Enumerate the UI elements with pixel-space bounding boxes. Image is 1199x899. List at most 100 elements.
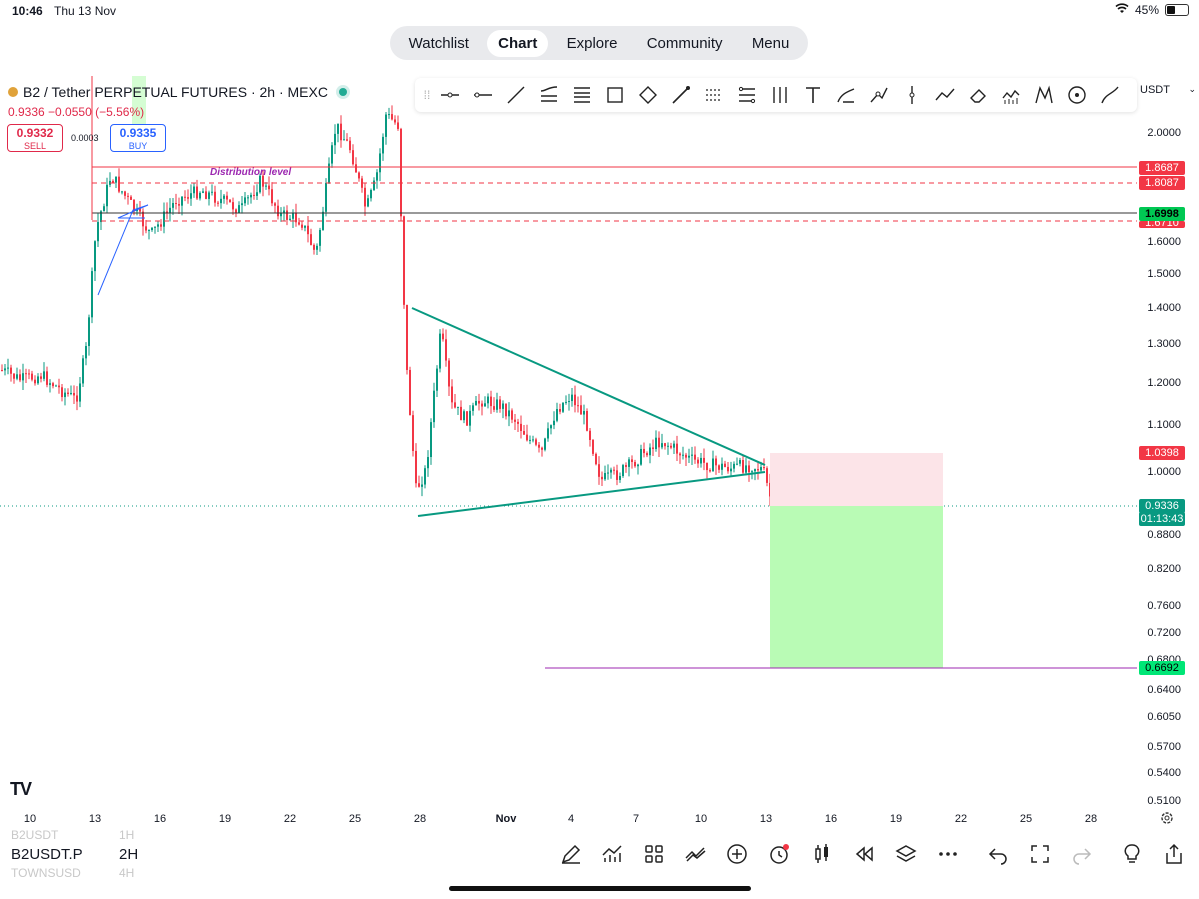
eraser-icon[interactable]: [961, 80, 994, 110]
date-tick: 16: [153, 813, 167, 825]
triangle-lower-line: [417, 471, 766, 517]
settings-gear-icon[interactable]: [1160, 811, 1174, 830]
candle-body: [289, 218, 291, 220]
arrow-icon[interactable]: [664, 80, 697, 110]
candle-body: [628, 459, 630, 467]
candle-body: [220, 198, 222, 204]
symbol-header[interactable]: B2 / Tether PERPETUAL FUTURES · 2h · MEX…: [8, 84, 347, 100]
pen-icon[interactable]: [559, 842, 585, 868]
candle-body: [259, 175, 261, 193]
candle-body: [316, 245, 318, 250]
tab-watchlist[interactable]: Watchlist: [408, 34, 469, 52]
tab-chart[interactable]: Chart: [487, 29, 549, 57]
parallel-channel-icon[interactable]: [565, 80, 598, 110]
candle-body: [400, 128, 402, 217]
price-tick: 0.6050: [1147, 711, 1181, 723]
tab-community[interactable]: Community: [646, 34, 723, 52]
curve-icon[interactable]: [1093, 80, 1126, 110]
rectangle-icon[interactable]: [598, 80, 631, 110]
candle-body: [736, 463, 738, 465]
fullscreen-icon[interactable]: [1028, 842, 1054, 868]
pitchfork-icon[interactable]: [697, 80, 730, 110]
vertical-line-icon[interactable]: [895, 80, 928, 110]
candle-body: [58, 385, 60, 388]
candle-body: [211, 191, 213, 193]
indicators-icon[interactable]: [600, 842, 626, 868]
candle-body: [310, 234, 312, 245]
candle-body: [676, 443, 678, 454]
date-tick: 10: [23, 813, 37, 825]
text-icon[interactable]: [796, 80, 829, 110]
templates-icon[interactable]: [642, 842, 668, 868]
candle-body: [646, 453, 648, 456]
buy-button[interactable]: 0.9335 BUY: [110, 124, 166, 152]
candle-body: [10, 367, 12, 374]
compare-icon[interactable]: [684, 842, 710, 868]
ellipse-icon[interactable]: [631, 80, 664, 110]
candle-body: [235, 209, 237, 214]
sell-button[interactable]: 0.9332 SELL: [7, 124, 63, 152]
candle-body: [250, 194, 252, 198]
candle-body: [97, 222, 99, 242]
candle-body: [586, 411, 588, 431]
price-label: 1.8687: [1139, 161, 1185, 175]
xabcd-icon[interactable]: [1027, 80, 1060, 110]
candle-body: [466, 411, 468, 426]
tab-explore[interactable]: Explore: [566, 34, 618, 52]
symbol-selector[interactable]: B2USDT.P: [11, 846, 83, 863]
tradingview-logo-icon: TV: [10, 779, 32, 799]
candle-body: [715, 458, 717, 466]
candle-body: [175, 203, 177, 205]
long-position-icon[interactable]: [763, 80, 796, 110]
ideas-icon[interactable]: [1120, 842, 1146, 868]
candle-body: [319, 229, 321, 246]
candle-body: [106, 184, 108, 207]
drag-handle-icon[interactable]: ⁞⁞: [423, 88, 431, 102]
horizontal-line-icon[interactable]: [466, 80, 499, 110]
price-tick: 1.5000: [1147, 268, 1181, 280]
redo-icon[interactable]: [1070, 842, 1096, 868]
share-icon[interactable]: [1162, 842, 1188, 868]
currency-selector[interactable]: USDT ⌄: [1140, 84, 1196, 96]
candle-body: [358, 172, 360, 179]
circle-icon[interactable]: [1060, 80, 1093, 110]
take-profit-zone: [770, 506, 943, 668]
coin-icon: [8, 87, 18, 97]
fib-retracement-icon[interactable]: [532, 80, 565, 110]
undo-icon[interactable]: [986, 842, 1012, 868]
replay-icon[interactable]: [852, 842, 878, 868]
interval-selector[interactable]: 2H: [119, 846, 139, 863]
brush-icon[interactable]: [829, 80, 862, 110]
candles-icon[interactable]: [810, 842, 836, 868]
candle-body: [694, 454, 696, 460]
candle-body: [538, 444, 540, 448]
candle-body: [556, 409, 558, 421]
trend-line-icon[interactable]: [499, 80, 532, 110]
candle-body: [355, 164, 357, 173]
candle-body: [394, 119, 396, 123]
date-range-icon[interactable]: [730, 80, 763, 110]
candle-body: [280, 212, 282, 217]
candle-body: [484, 403, 486, 407]
candle-body: [745, 465, 747, 473]
candle-body: [667, 445, 669, 447]
candle-body: [643, 448, 645, 454]
candle-body: [46, 371, 48, 385]
candle-body: [187, 197, 189, 199]
horizontal-ray-icon[interactable]: [433, 80, 466, 110]
candle-body: [133, 199, 135, 212]
candle-body: [529, 439, 531, 441]
more-icon[interactable]: [936, 842, 962, 868]
date-tick: 4: [567, 813, 575, 825]
layers-icon[interactable]: [894, 842, 920, 868]
pattern-icon[interactable]: [928, 80, 961, 110]
candle-body: [490, 396, 492, 407]
candle-body: [346, 139, 348, 141]
add-icon[interactable]: [725, 842, 751, 868]
alert-icon[interactable]: [767, 842, 793, 868]
tab-menu[interactable]: Menu: [751, 34, 790, 52]
candle-body: [124, 191, 126, 196]
path-icon[interactable]: [862, 80, 895, 110]
indicator-icon[interactable]: [994, 80, 1027, 110]
